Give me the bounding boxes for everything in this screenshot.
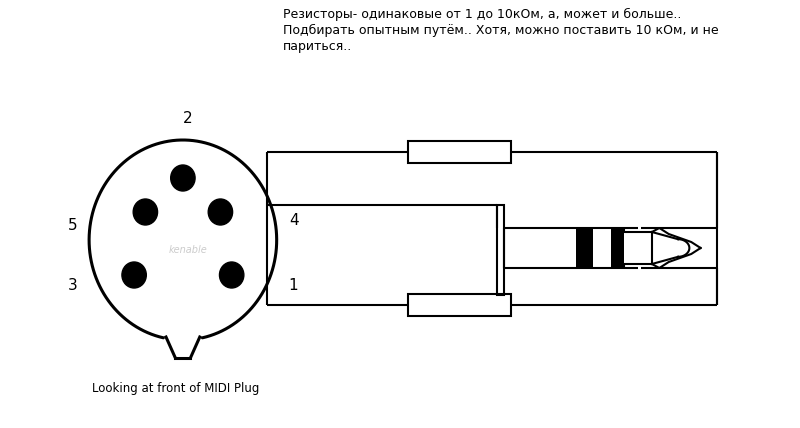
Text: Подбирать опытным путём.. Хотя, можно поставить 10 кОм, и не: Подбирать опытным путём.. Хотя, можно по… — [283, 24, 719, 37]
Bar — [497, 205, 504, 295]
Text: 1: 1 — [289, 277, 298, 292]
Circle shape — [219, 262, 244, 288]
Bar — [610, 228, 624, 268]
Circle shape — [133, 199, 158, 225]
Text: 2: 2 — [182, 110, 192, 125]
Bar — [576, 228, 593, 268]
Text: Looking at front of MIDI Plug: Looking at front of MIDI Plug — [92, 382, 259, 395]
Circle shape — [122, 262, 146, 288]
Circle shape — [170, 165, 195, 191]
Circle shape — [208, 199, 233, 225]
Text: Резисторы- одинаковые от 1 до 10кОм, а, может и больше..: Резисторы- одинаковые от 1 до 10кОм, а, … — [283, 8, 682, 21]
Text: париться..: париться.. — [283, 40, 353, 53]
Text: kenable: kenable — [168, 245, 207, 255]
Text: 3: 3 — [67, 277, 77, 292]
Text: 5: 5 — [67, 217, 77, 232]
Bar — [408, 141, 511, 163]
Bar — [408, 294, 511, 316]
Text: 4: 4 — [289, 212, 298, 228]
